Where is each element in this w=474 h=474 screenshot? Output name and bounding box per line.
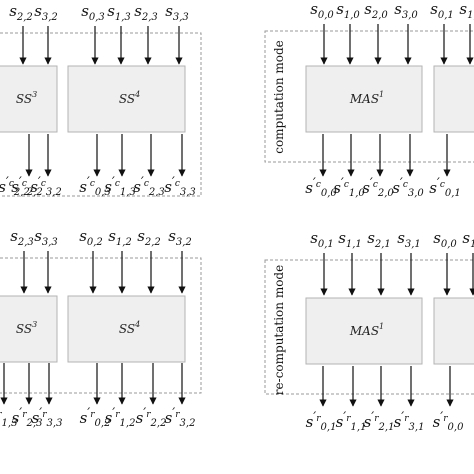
output-label: s′r1,3: [0, 406, 17, 429]
input-label: s3,3: [165, 2, 189, 23]
output-label: s′r0,2: [80, 406, 111, 429]
input-label: s1,: [462, 229, 474, 250]
output-label: s′r1,2: [105, 406, 136, 429]
panel-bottom-right: MAS1s0,1s1,1s2,1s3,1s0,0s1,s′r0,1s′r1,1s…: [264, 229, 474, 433]
input-label: s1,0: [336, 0, 360, 21]
output-label: s′r2,3: [12, 406, 43, 429]
input-label: s2,0: [364, 0, 388, 21]
output-label: s′c2,0: [362, 176, 394, 199]
block-mas1: [305, 297, 423, 365]
block-label: SS3: [16, 320, 37, 336]
output-label: s′r2,2: [136, 406, 167, 429]
output-label: s′c0,1: [429, 176, 461, 199]
output-label: s′c2,3: [133, 175, 165, 198]
block-label: MAS1: [349, 322, 384, 338]
input-label: s0,0: [433, 229, 457, 250]
output-label: s′c2,2: [11, 175, 43, 198]
output-label: s′r0,0: [433, 410, 465, 433]
output-label: s′r3,3: [32, 406, 63, 429]
input-label: s2,1: [367, 229, 391, 250]
block-ss4: [67, 65, 186, 133]
input-label: s1,2: [108, 227, 132, 248]
block-mas1: [305, 65, 423, 133]
block-label: SS4: [119, 320, 140, 336]
input-label: s2,2: [9, 2, 33, 23]
panel-frame: [264, 259, 474, 395]
input-label: s2,3: [10, 227, 34, 248]
block-ss3: [0, 65, 58, 133]
mode-label: re-computation mode: [272, 265, 286, 395]
block-partial: [433, 297, 474, 365]
output-label: s′r0,1: [306, 410, 337, 433]
input-label: s0,0: [310, 0, 334, 21]
panel-bottom-left: SS3SS43s2,3s3,3s0,2s1,2s2,2s3,2s′r1,3s′r…: [0, 227, 202, 429]
block-partial: [433, 65, 474, 133]
input-label: s0,2: [79, 227, 103, 248]
input-label: s3,0: [394, 0, 418, 21]
input-label: s0,3: [81, 2, 105, 23]
input-label: s3,1: [397, 229, 421, 250]
block-label: SS3: [16, 90, 37, 106]
output-label: s′r3,1: [394, 410, 425, 433]
input-label: s1,3: [107, 2, 131, 23]
input-label: s1,: [459, 0, 474, 21]
input-label: s3,2: [34, 2, 58, 23]
output-label: s′c2,2: [0, 175, 30, 198]
input-label: s3,3: [34, 227, 58, 248]
output-label: s′c3,0: [392, 176, 424, 199]
output-label: s′c0,0: [305, 176, 337, 199]
input-label: s3,2: [168, 227, 192, 248]
block-label: SS4: [119, 90, 140, 106]
output-label: s′c1,3: [104, 175, 136, 198]
block-label: MAS1: [349, 90, 384, 106]
output-label: s′c0,3: [79, 175, 111, 198]
output-label: s′r3,2: [165, 406, 196, 429]
output-label: s′r2,1: [364, 410, 395, 433]
input-label: s1,1: [338, 229, 362, 250]
output-label: s′c3,3: [164, 175, 196, 198]
input-label: s0,1: [430, 0, 454, 21]
input-label: s2,3: [134, 2, 158, 23]
mode-label: computation mode: [272, 40, 286, 154]
output-label: s′c1,0: [333, 176, 365, 199]
output-label: s′r1,1: [336, 410, 367, 433]
output-label: s′c3,2: [30, 175, 62, 198]
input-label: s2,2: [137, 227, 161, 248]
block-ss3: [0, 295, 58, 363]
input-label: s0,1: [310, 229, 334, 250]
panel-top-left: SS3SS4s2,2s3,2s0,3s1,3s2,3s3,3s′c2,2s′c2…: [0, 2, 202, 198]
panel-frame: [0, 257, 202, 394]
block-ss4: [67, 295, 186, 363]
panel-top-right: MAS1s0,0s1,0s2,0s3,0s0,1s1,s′c0,0s′c1,0s…: [264, 0, 474, 199]
